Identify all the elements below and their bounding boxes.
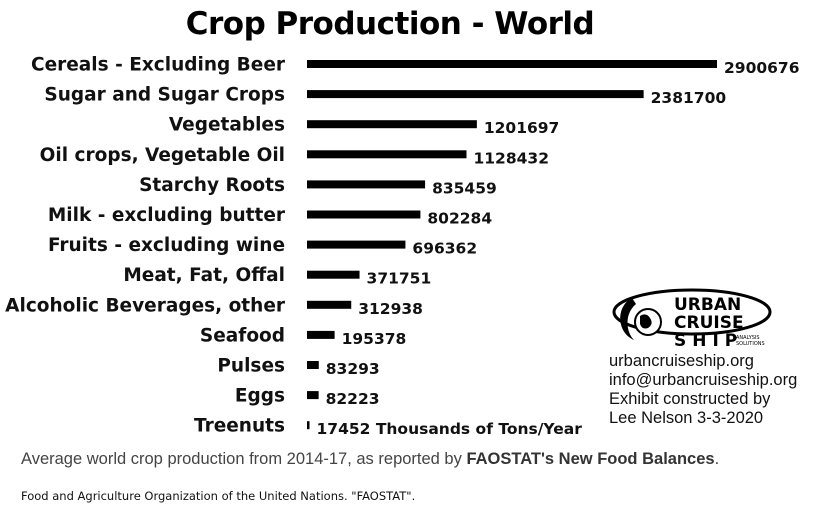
- bar: [307, 240, 406, 249]
- value-label: 195378: [342, 330, 407, 348]
- svg-text:CRUISE: CRUISE: [674, 313, 744, 333]
- bar: [307, 270, 360, 279]
- category-label: Treenuts: [194, 416, 285, 437]
- email-link[interactable]: info@urbancruiseship.org: [609, 371, 798, 389]
- svg-text:ANALYSIS: ANALYSIS: [736, 335, 760, 341]
- category-label: Vegetables: [169, 115, 285, 136]
- bar: [307, 361, 319, 369]
- value-label: 2381700: [651, 89, 727, 107]
- value-label: 83293: [326, 360, 380, 378]
- bar: [307, 120, 477, 129]
- value-label: 802284: [427, 210, 492, 228]
- svg-text:SOLUTIONS: SOLUTIONS: [736, 341, 765, 347]
- caption: Average world crop production from 2014-…: [21, 450, 720, 468]
- category-label: Fruits - excluding wine: [48, 235, 285, 256]
- category-label: Alcoholic Beverages, other: [5, 295, 286, 316]
- bar-chart: Cereals - Excluding Beer 2900676 Sugar and…: [5, 55, 800, 439]
- category-label: Pulses: [217, 356, 285, 377]
- source-note: Food and Agriculture Organization of the…: [21, 489, 416, 503]
- bar: [307, 300, 352, 309]
- category-label: Sugar and Sugar Crops: [44, 85, 285, 106]
- value-label: 312938: [358, 300, 423, 318]
- svg-text:URBAN: URBAN: [674, 295, 741, 315]
- chart-title: Crop Production - World: [185, 6, 595, 42]
- category-label: Seafood: [200, 325, 285, 346]
- bar: [307, 90, 644, 99]
- value-label: 1201697: [484, 119, 559, 137]
- bar: [307, 210, 421, 219]
- urban-cruise-ship-logo: URBAN CRUISE SHIP ANALYSIS SOLUTIONS: [612, 288, 772, 351]
- value-label: 371751: [367, 270, 432, 288]
- value-label: 17452 Thousands of Tons/Year: [317, 420, 583, 438]
- value-label: 82223: [326, 390, 380, 408]
- value-label: 1128432: [473, 149, 549, 167]
- category-label: Meat, Fat, Offal: [123, 265, 285, 286]
- credit-line-1: Exhibit constructed by: [609, 390, 771, 408]
- bar: [307, 391, 319, 400]
- bar: [307, 150, 467, 159]
- contact-info: urbancruiseship.org info@urbancruiseship…: [609, 352, 797, 428]
- value-label: 2900676: [724, 59, 800, 77]
- category-label: Milk - excluding butter: [48, 205, 286, 226]
- bar: [307, 421, 310, 430]
- value-label: 835459: [432, 179, 497, 197]
- category-label: Starchy Roots: [139, 175, 285, 196]
- credit-line-2: Lee Nelson 3-3-2020: [609, 409, 764, 427]
- category-label: Eggs: [235, 386, 285, 407]
- bar: [307, 330, 335, 339]
- website-link[interactable]: urbancruiseship.org: [609, 352, 754, 370]
- bar: [307, 60, 717, 68]
- category-label: Cereals - Excluding Beer: [31, 55, 286, 76]
- svg-text:SHIP: SHIP: [674, 331, 743, 350]
- category-label: Oil crops, Vegetable Oil: [40, 145, 285, 166]
- bar: [307, 180, 426, 189]
- value-label: 696362: [412, 240, 477, 258]
